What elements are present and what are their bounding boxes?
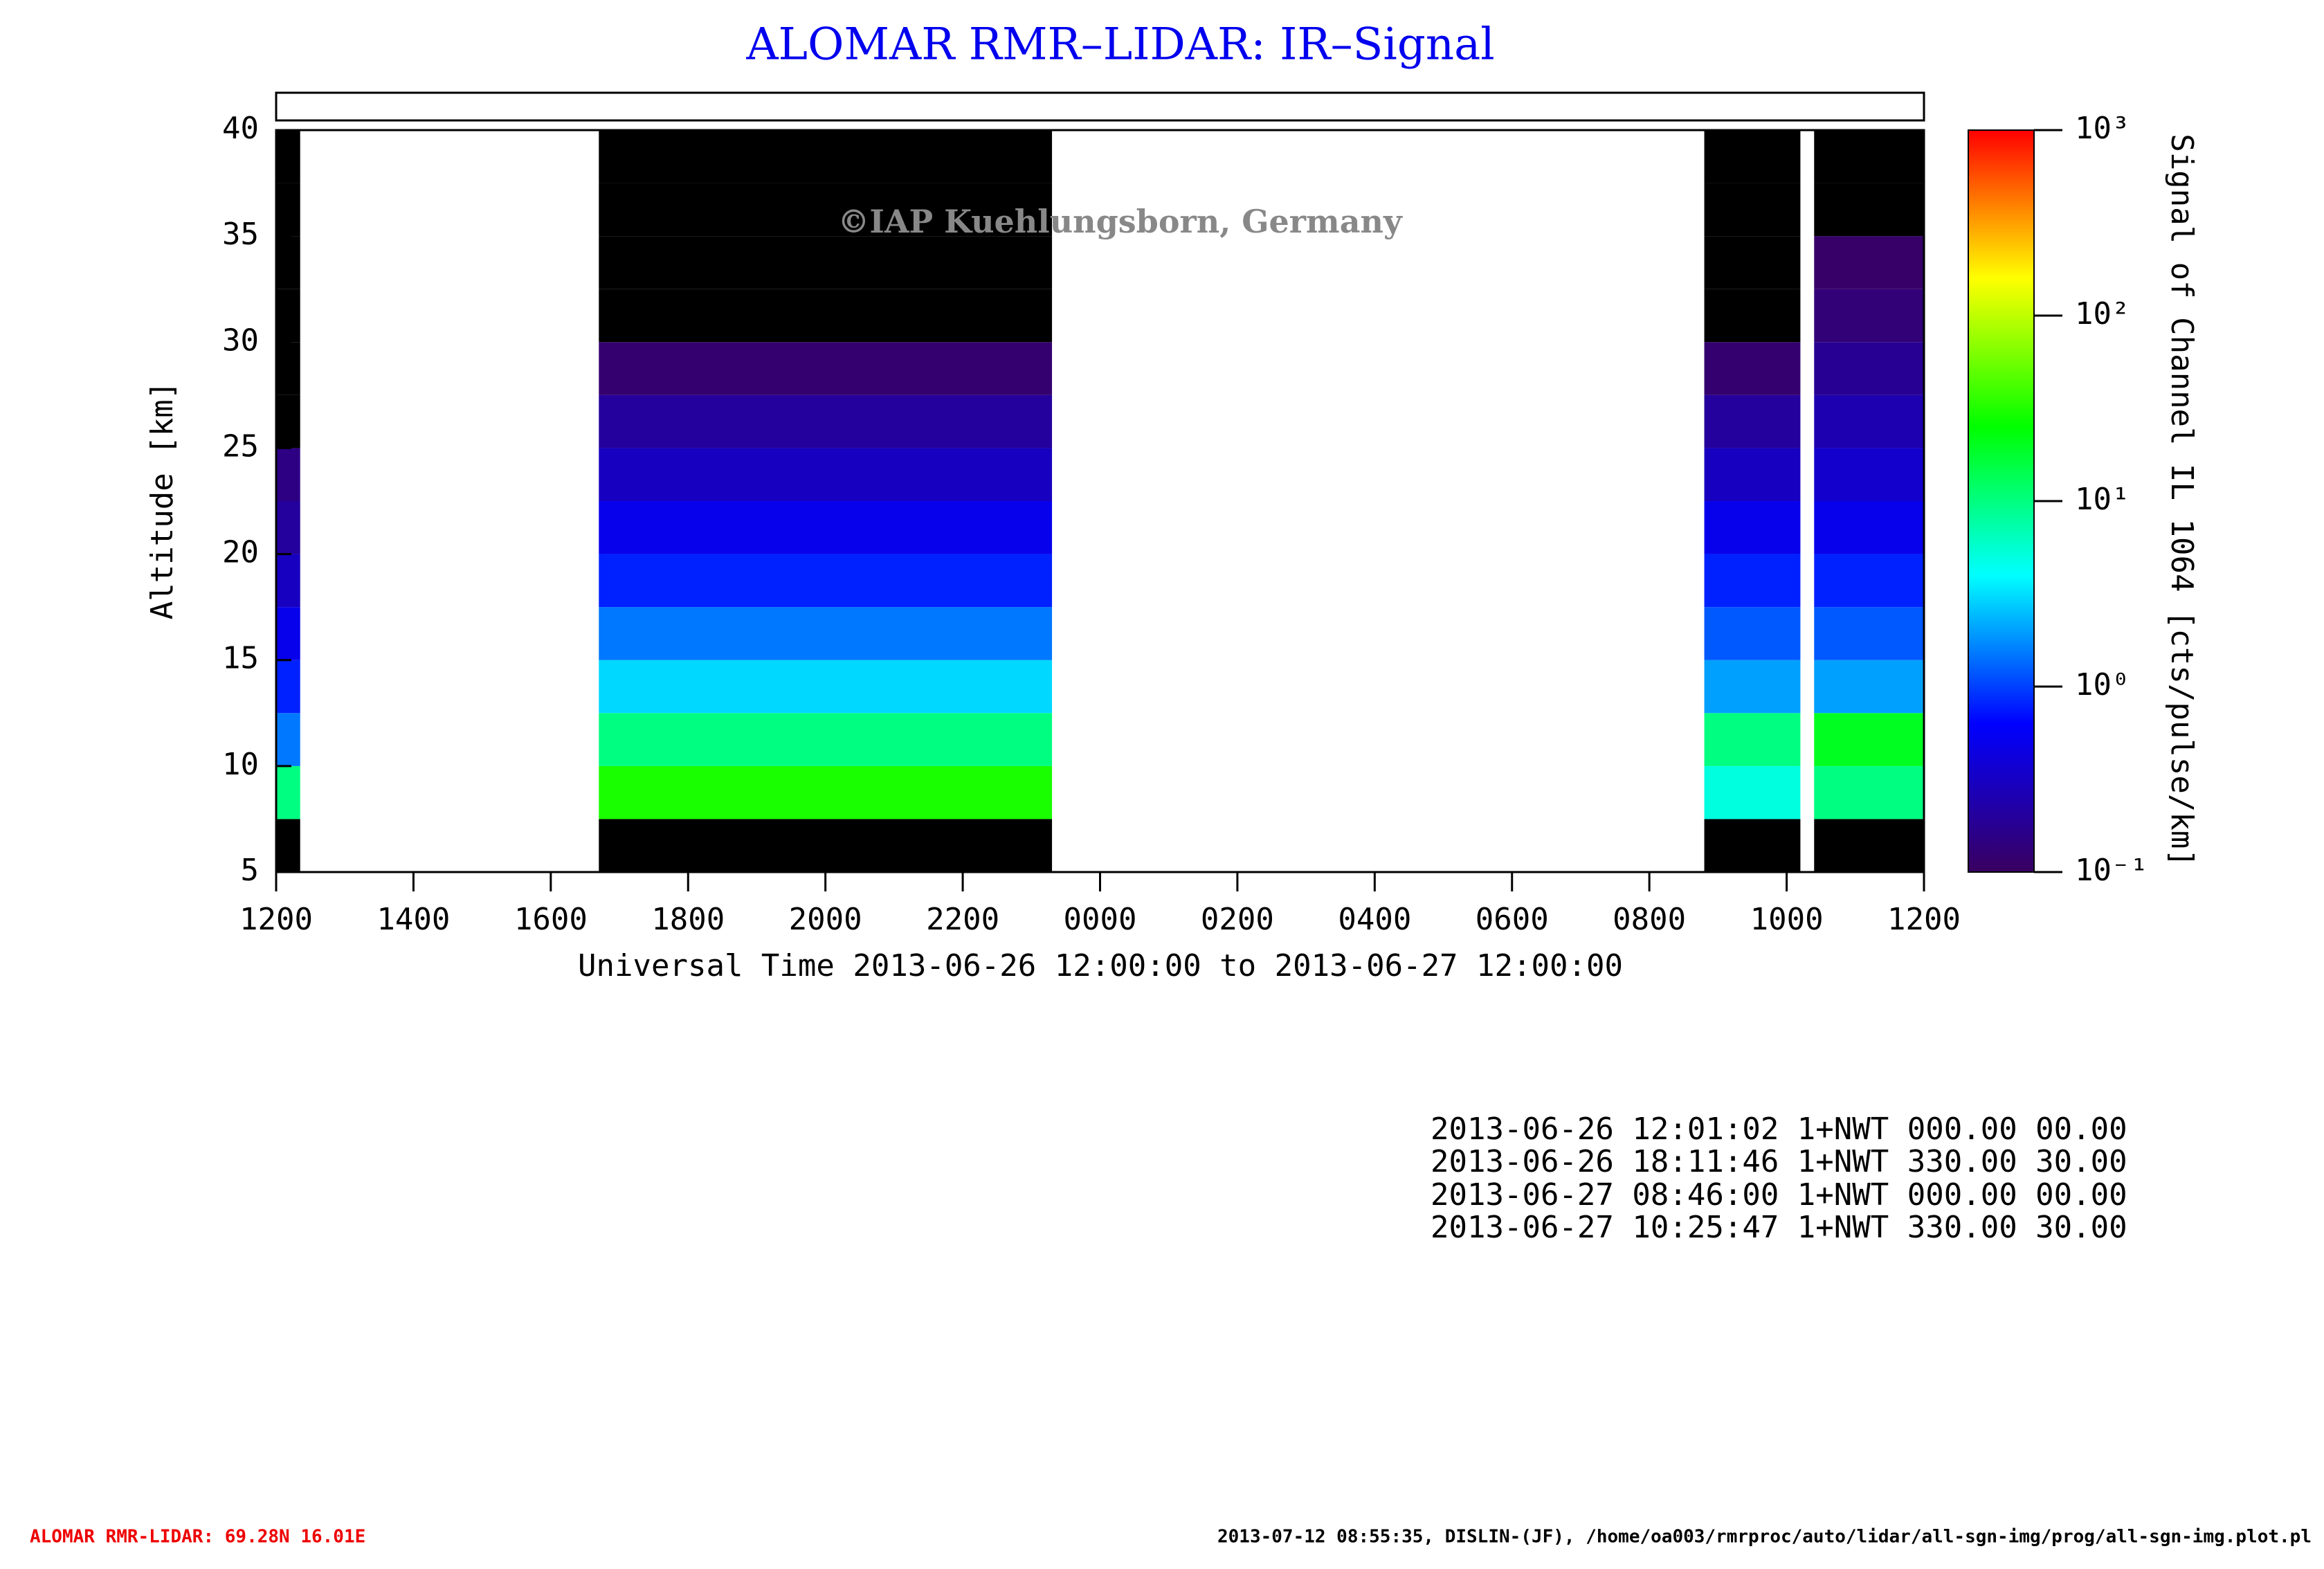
y-tick-label: 10 [222,747,259,782]
y-axis-label: Altitude [km] [145,381,180,619]
plot-frame [275,129,1925,873]
time-strip [275,91,1925,122]
info-line: 2013-06-27 10:25:47 1+NWT 330.00 30.00 [1431,1210,2127,1245]
x-axis-label: Universal Time 2013-06-26 12:00:00 to 20… [578,948,1623,983]
colorbar-tick-label: 10² [2075,296,2130,332]
heat-cell [1814,448,1924,501]
heat-cell [276,342,300,395]
heat-cell [276,713,300,766]
y-tick-label: 25 [222,428,259,464]
y-tick-label: 30 [222,323,259,358]
heat-cell [1814,236,1924,289]
heat-cell [276,501,300,554]
heat-cell [276,130,300,183]
x-tick-label: 1000 [1750,902,1824,937]
heat-cell [1814,819,1924,872]
x-tick-label: 2200 [926,902,999,937]
heat-cell [599,236,1053,289]
heat-cell [1704,448,1801,501]
plot-area [276,130,1924,872]
heat-cell [599,289,1053,343]
heat-cell [276,236,300,289]
heat-cell [1814,289,1924,343]
heat-cell [1814,660,1924,714]
heat-cell [276,660,300,714]
heat-cell [276,554,300,608]
heat-cell [1704,236,1801,289]
heat-cell [599,765,1053,819]
heat-cell [1704,289,1801,343]
colorbar-tick-label: 10¹ [2075,482,2130,517]
heat-cell [1814,394,1924,448]
heat-cell [1704,342,1801,395]
x-tick-label: 0200 [1201,902,1274,937]
heat-cell [1814,130,1924,183]
heat-cell [599,713,1053,766]
x-tick-label: 0000 [1064,902,1137,937]
heat-cell [1814,501,1924,554]
heat-cell [1814,342,1924,395]
y-tick-label: 40 [222,111,259,146]
heat-cell [599,342,1053,395]
heat-cell [1704,765,1801,819]
heat-cell [1704,660,1801,714]
heat-cell [1814,607,1924,660]
x-tick-label: 1200 [1887,902,1961,937]
heat-cell [1704,554,1801,608]
colorbar [1968,129,2035,873]
x-tick-label: 1400 [376,902,450,937]
heat-cell [1704,607,1801,660]
heat-cell [1704,183,1801,237]
heat-cell [599,554,1053,608]
heat-cell [599,183,1053,237]
heat-cell [599,501,1053,554]
heat-cell [276,607,300,660]
info-block: 2013-06-26 12:01:02 1+NWT 000.00 00.00 2… [1431,1112,2127,1245]
heat-cell [599,607,1053,660]
info-line: 2013-06-26 12:01:02 1+NWT 000.00 00.00 [1431,1112,2127,1147]
x-tick-label: 1200 [239,902,313,937]
chart-title: ALOMAR RMR–LIDAR: IR–Signal [745,19,1494,71]
heat-cell [1704,130,1801,183]
info-line: 2013-06-27 08:46:00 1+NWT 000.00 00.00 [1431,1177,2127,1213]
heat-cell [599,394,1053,448]
footer-left: ALOMAR RMR-LIDAR: 69.28N 16.01E [30,1527,365,1548]
colorbar-label: Signal of Channel IL 1064 [cts/pulse/km] [2164,134,2199,867]
y-tick-label: 35 [222,217,259,252]
heat-cell [1704,394,1801,448]
x-tick-label: 0400 [1338,902,1411,937]
heat-cell [1704,501,1801,554]
x-tick-label: 2000 [789,902,862,937]
heat-cell [276,765,300,819]
heat-cell [276,394,300,448]
heat-cell [599,130,1053,183]
heat-cell [1814,713,1924,766]
x-tick-label: 0800 [1613,902,1686,937]
heat-cell [1814,765,1924,819]
y-tick-label: 5 [241,853,260,888]
colorbar-tick-label: 10⁰ [2075,667,2130,702]
heat-cell [1704,819,1801,872]
heat-cell [276,289,300,343]
y-tick-label: 15 [222,641,259,676]
heat-cell [276,819,300,872]
x-tick-label: 0600 [1476,902,1549,937]
y-tick-label: 20 [222,535,259,570]
heat-cell [599,660,1053,714]
heat-cell [599,448,1053,501]
footer-right: 2013-07-12 08:55:35, DISLIN-(JF), /home/… [1217,1527,2312,1548]
colorbar-tick-label: 10³ [2075,111,2130,146]
heat-cell [1814,554,1924,608]
heat-cell [276,448,300,501]
colorbar-tick-label: 10⁻¹ [2075,853,2148,888]
heat-cell [599,819,1053,872]
x-tick-label: 1800 [651,902,725,937]
heat-cell [276,183,300,237]
heat-cell [1814,183,1924,237]
info-line: 2013-06-26 18:11:46 1+NWT 330.00 30.00 [1431,1144,2127,1179]
x-tick-label: 1600 [514,902,588,937]
watermark: ©IAP Kuehlungsborn, Germany [837,203,1403,240]
heat-cell [1704,713,1801,766]
